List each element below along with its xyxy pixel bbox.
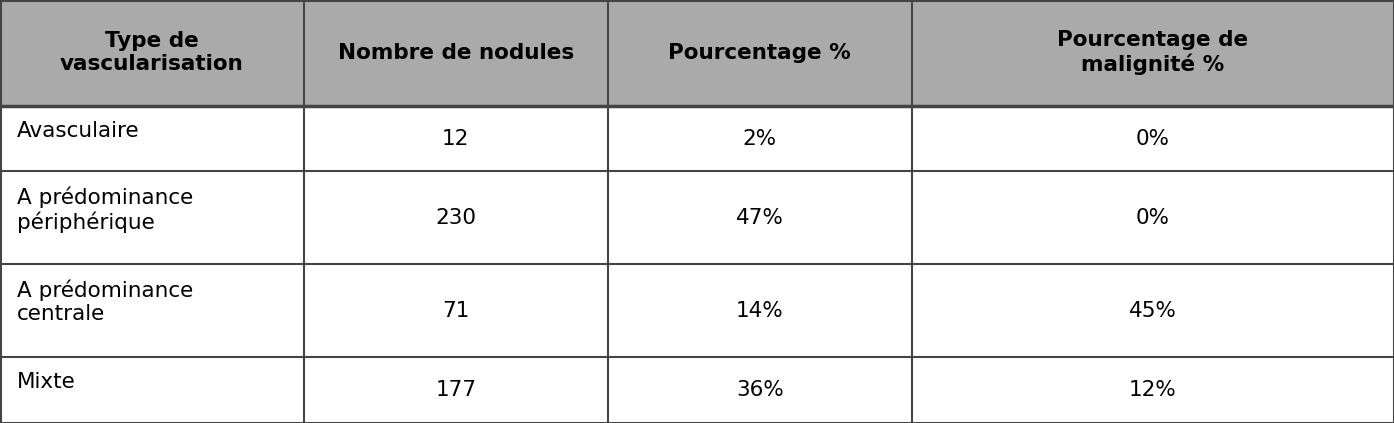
Bar — [0, 0, 304, 106]
Text: Avasculaire: Avasculaire — [17, 121, 139, 140]
Bar — [304, 106, 608, 171]
Text: A prédominance
périphérique: A prédominance périphérique — [17, 186, 192, 233]
Bar — [0, 264, 304, 357]
Text: Pourcentage %: Pourcentage % — [668, 43, 852, 63]
Text: Nombre de nodules: Nombre de nodules — [337, 43, 574, 63]
Bar — [912, 0, 1394, 106]
Bar — [912, 106, 1394, 171]
Text: A prédominance
centrale: A prédominance centrale — [17, 279, 192, 324]
Bar — [0, 357, 304, 423]
Text: 14%: 14% — [736, 301, 783, 321]
Bar — [304, 0, 608, 106]
Text: 12: 12 — [442, 129, 470, 148]
Bar — [608, 357, 912, 423]
Bar — [608, 171, 912, 264]
Bar — [608, 264, 912, 357]
Bar — [608, 0, 912, 106]
Text: 47%: 47% — [736, 208, 783, 228]
Text: 0%: 0% — [1136, 208, 1170, 228]
Bar — [912, 264, 1394, 357]
Bar — [304, 171, 608, 264]
Text: 71: 71 — [442, 301, 470, 321]
Text: 45%: 45% — [1129, 301, 1177, 321]
Text: Mixte: Mixte — [17, 372, 75, 392]
Bar — [304, 357, 608, 423]
Text: 2%: 2% — [743, 129, 776, 148]
Text: Pourcentage de
malignité %: Pourcentage de malignité % — [1057, 30, 1249, 75]
Text: 177: 177 — [435, 380, 477, 400]
Text: 12%: 12% — [1129, 380, 1177, 400]
Bar — [0, 106, 304, 171]
Bar — [608, 106, 912, 171]
Text: 36%: 36% — [736, 380, 783, 400]
Bar — [304, 264, 608, 357]
Bar — [912, 357, 1394, 423]
Text: 230: 230 — [435, 208, 477, 228]
Text: Type de
vascularisation: Type de vascularisation — [60, 31, 244, 74]
Text: 0%: 0% — [1136, 129, 1170, 148]
Bar — [0, 171, 304, 264]
Bar — [912, 171, 1394, 264]
